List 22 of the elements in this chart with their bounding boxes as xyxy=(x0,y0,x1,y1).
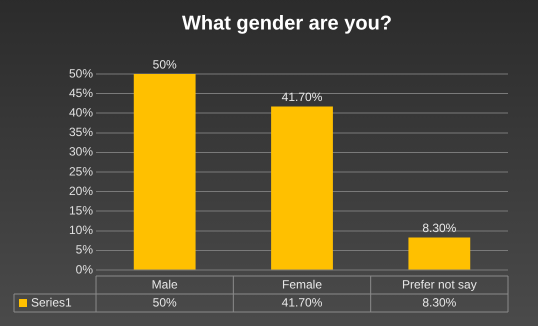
y-tick-label: 35% xyxy=(68,125,94,140)
text: 8.30% xyxy=(422,220,456,235)
x-tick-label: Prefer not say xyxy=(402,277,477,292)
text: 50% xyxy=(152,57,177,72)
y-tick-label: 0% xyxy=(76,262,94,276)
x-tick-label: Male xyxy=(152,277,178,292)
y-tick-label: 40% xyxy=(68,106,94,120)
y-tick-label: 25% xyxy=(68,164,94,178)
y-tick-label: 50% xyxy=(68,66,94,80)
y-tick-label: 45% xyxy=(68,86,94,100)
text: 41.70% xyxy=(282,90,322,104)
y-tick-label: 5% xyxy=(76,242,94,257)
data-label: 41.70% xyxy=(282,295,323,310)
chart-title: What gender are you? xyxy=(182,12,392,35)
data-label: 8.30% xyxy=(422,295,457,310)
x-tick-label: Female xyxy=(282,277,322,292)
y-tick-label: 10% xyxy=(68,223,94,238)
y-tick-label: 30% xyxy=(68,144,94,159)
y-tick-label: 15% xyxy=(68,204,94,218)
data-label: 50% xyxy=(152,295,178,310)
y-tick-label: 20% xyxy=(68,184,94,198)
legend-label: Series1 xyxy=(31,295,72,310)
